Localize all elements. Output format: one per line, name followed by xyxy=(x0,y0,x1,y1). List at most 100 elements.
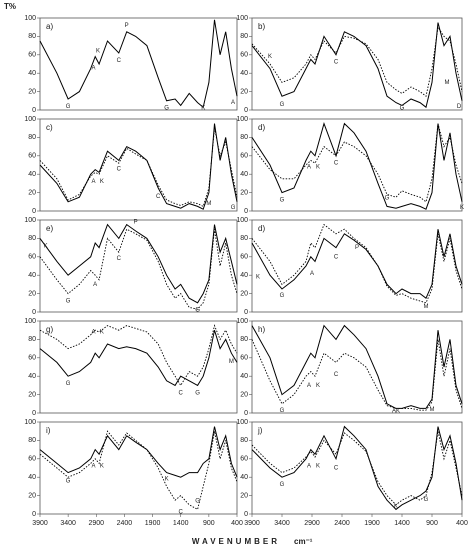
y-tick-label: 60 xyxy=(240,355,248,362)
x-tick-label: 3400 xyxy=(274,520,290,527)
y-tick-label: 0 xyxy=(244,511,248,518)
peak-label: C xyxy=(117,166,122,172)
peak-label: K xyxy=(100,179,104,185)
peak-label: K xyxy=(316,383,320,389)
peak-label: A xyxy=(91,179,95,185)
x-tick-label: 1400 xyxy=(173,520,189,527)
plot-frame xyxy=(251,118,463,212)
y-axis-label: T% xyxy=(4,2,16,11)
panel-title: i) xyxy=(46,426,51,435)
peak-label: G xyxy=(164,106,169,112)
spectrum-line xyxy=(251,123,463,203)
y-tick-label: 20 xyxy=(28,88,36,95)
panel-title: h) xyxy=(258,325,265,334)
spectrum-line xyxy=(39,123,238,210)
y-tick-label: 60 xyxy=(240,456,248,463)
peak-label: C xyxy=(179,390,184,396)
plot-frame xyxy=(251,17,463,111)
peak-label: M xyxy=(430,407,435,413)
y-tick-label: 80 xyxy=(28,33,36,40)
y-tick-label: 20 xyxy=(28,189,36,196)
y-tick-label: 60 xyxy=(28,254,36,261)
x-tick-label: 1900 xyxy=(145,520,161,527)
x-tick-label: 400 xyxy=(231,520,243,527)
peak-label: A xyxy=(307,383,311,389)
x-tick-label: 2400 xyxy=(334,520,350,527)
peak-label: P xyxy=(134,219,138,225)
peak-label: G xyxy=(280,198,285,204)
y-tick-label: 40 xyxy=(240,272,248,279)
panel-title: a) xyxy=(46,22,53,31)
peak-label: G xyxy=(66,104,71,110)
spectrum-line xyxy=(251,339,463,411)
y-tick-label: 100 xyxy=(236,419,248,426)
y-tick-label: 100 xyxy=(24,217,36,224)
spectrum-line xyxy=(251,121,463,210)
y-tick-label: 0 xyxy=(32,511,36,518)
peak-label: C xyxy=(334,372,339,378)
peak-label: A xyxy=(93,282,97,288)
x-axis-label: WAVENUMBER xyxy=(192,537,280,546)
peak-label: G xyxy=(66,299,71,305)
peak-label: M xyxy=(445,80,450,86)
x-tick-label: 2900 xyxy=(88,520,104,527)
peak-label: G xyxy=(385,196,390,202)
plot-frame xyxy=(251,219,463,313)
spectrum-line xyxy=(251,425,463,511)
y-tick-label: 100 xyxy=(236,217,248,224)
y-tick-label: 100 xyxy=(24,318,36,325)
x-tick-label: 2900 xyxy=(304,520,320,527)
y-tick-label: 80 xyxy=(28,235,36,242)
plot-frame xyxy=(39,219,238,313)
peak-label: K xyxy=(96,49,100,55)
x-tick-label: 3900 xyxy=(244,520,260,527)
panel-title: e) xyxy=(46,224,53,233)
x-tick-label: 3900 xyxy=(32,520,48,527)
spectrum-line xyxy=(251,223,463,304)
y-tick-label: 60 xyxy=(28,456,36,463)
peak-label: K xyxy=(316,464,320,470)
peak-label: G xyxy=(66,381,71,387)
peak-label: G xyxy=(400,106,405,112)
peak-label: K xyxy=(100,464,104,470)
x-axis-unit: cm⁻¹ xyxy=(294,537,313,546)
plot-frame xyxy=(39,421,238,515)
peak-label: G xyxy=(424,497,429,503)
y-tick-label: 0 xyxy=(32,410,36,417)
x-tick-label: 1400 xyxy=(394,520,410,527)
y-tick-label: 100 xyxy=(24,15,36,22)
peak-label: G xyxy=(280,293,285,299)
y-tick-label: 40 xyxy=(28,171,36,178)
y-tick-label: 40 xyxy=(28,272,36,279)
panel-title: c) xyxy=(46,123,53,132)
spectrum-line xyxy=(39,19,238,109)
y-tick-label: 100 xyxy=(236,15,248,22)
peak-label: A xyxy=(307,464,311,470)
x-tick-label: 1900 xyxy=(364,520,380,527)
peak-label: M xyxy=(206,201,211,207)
peak-label: A xyxy=(91,65,95,71)
y-tick-label: 60 xyxy=(28,355,36,362)
y-tick-label: 0 xyxy=(244,410,248,417)
peak-label: G xyxy=(231,205,236,211)
spectrum-line xyxy=(39,324,238,387)
y-tick-label: 80 xyxy=(240,134,248,141)
y-tick-label: 0 xyxy=(32,208,36,215)
peak-label: A xyxy=(231,100,235,106)
y-tick-label: 60 xyxy=(240,254,248,261)
peak-label: M xyxy=(424,304,429,310)
y-tick-label: 40 xyxy=(240,373,248,380)
y-tick-label: 0 xyxy=(244,208,248,215)
panel-title: g) xyxy=(46,325,53,334)
peak-label: K xyxy=(316,164,320,170)
y-tick-label: 40 xyxy=(28,474,36,481)
y-tick-label: 0 xyxy=(244,107,248,114)
peak-label: C xyxy=(117,256,122,262)
spectrum-line xyxy=(39,426,238,478)
peak-label: K xyxy=(165,477,169,483)
y-tick-label: 20 xyxy=(240,391,248,398)
peak-label: A xyxy=(91,464,95,470)
spectrum-line xyxy=(39,223,238,304)
y-tick-label: 60 xyxy=(240,52,248,59)
